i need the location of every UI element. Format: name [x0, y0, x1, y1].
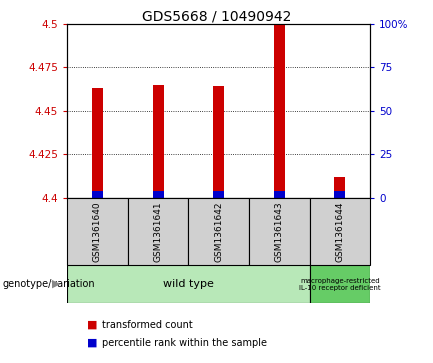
FancyBboxPatch shape	[67, 265, 310, 303]
Text: macrophage-restricted
IL-10 receptor deficient: macrophage-restricted IL-10 receptor def…	[299, 278, 381, 290]
Text: wild type: wild type	[163, 279, 214, 289]
Bar	[213, 86, 224, 198]
FancyBboxPatch shape	[310, 265, 370, 303]
FancyBboxPatch shape	[128, 198, 188, 265]
Text: transformed count: transformed count	[102, 320, 193, 330]
Text: ■: ■	[87, 320, 97, 330]
Text: GSM1361642: GSM1361642	[214, 201, 223, 262]
Text: GDS5668 / 10490942: GDS5668 / 10490942	[142, 9, 291, 23]
Text: GSM1361643: GSM1361643	[275, 201, 284, 262]
Text: GSM1361644: GSM1361644	[336, 201, 344, 262]
Bar	[92, 191, 103, 198]
FancyBboxPatch shape	[310, 198, 370, 265]
FancyBboxPatch shape	[188, 198, 249, 265]
Bar	[334, 177, 346, 198]
Text: GSM1361641: GSM1361641	[154, 201, 162, 262]
Bar	[213, 191, 224, 198]
Text: percentile rank within the sample: percentile rank within the sample	[102, 338, 267, 348]
Text: ▶: ▶	[52, 279, 61, 289]
Bar	[152, 191, 164, 198]
Bar	[274, 191, 285, 198]
FancyBboxPatch shape	[249, 198, 310, 265]
Text: ■: ■	[87, 338, 97, 348]
Text: GSM1361640: GSM1361640	[93, 201, 102, 262]
Bar	[152, 85, 164, 198]
Bar	[334, 191, 346, 198]
Bar	[274, 24, 285, 198]
FancyBboxPatch shape	[67, 198, 128, 265]
Bar	[92, 88, 103, 198]
Text: genotype/variation: genotype/variation	[2, 279, 95, 289]
